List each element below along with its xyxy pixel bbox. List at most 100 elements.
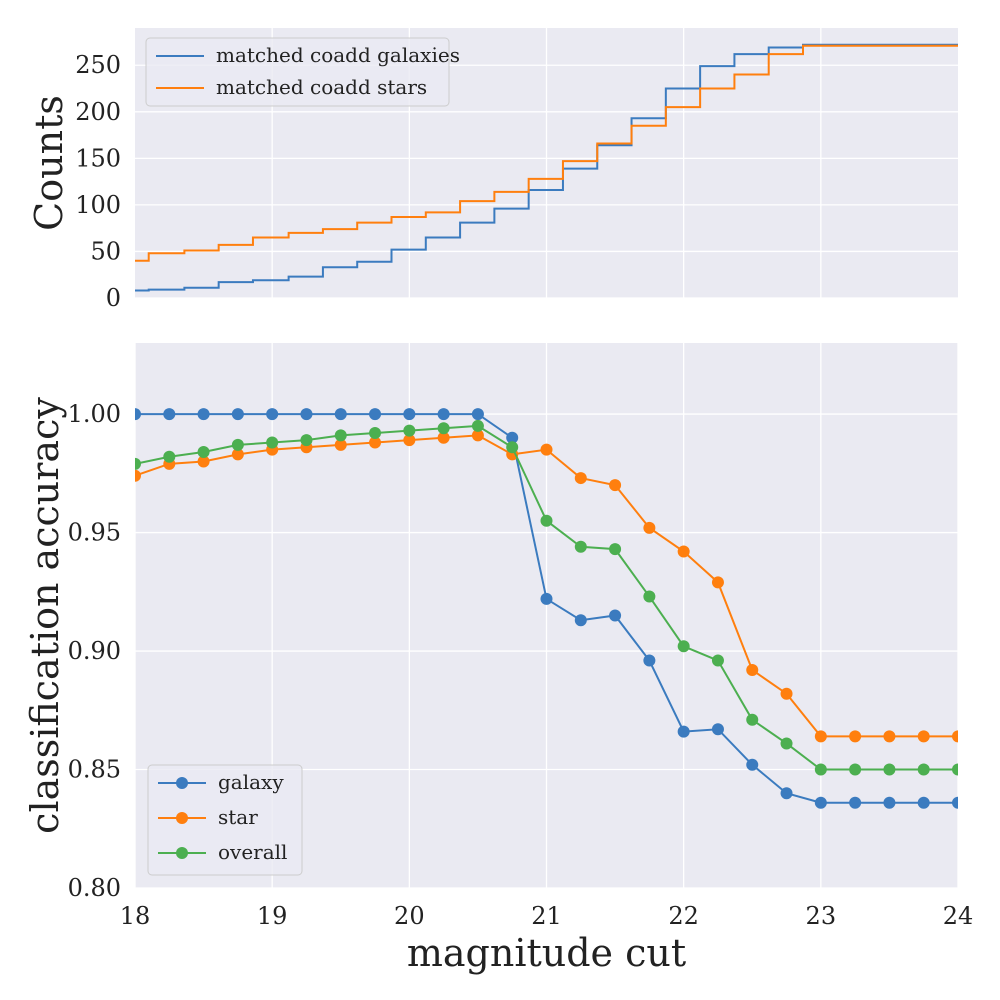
y-tick-label: 100	[75, 191, 121, 219]
data-point-star	[814, 730, 827, 743]
data-point-star	[711, 576, 724, 589]
y-tick-label: 50	[90, 237, 121, 265]
data-point-galaxy	[952, 796, 958, 809]
data-point-galaxy	[135, 408, 141, 421]
data-point-galaxy	[506, 431, 519, 444]
data-point-overall	[437, 422, 450, 435]
data-point-star	[135, 469, 141, 482]
data-point-overall	[163, 450, 176, 463]
series-line-matched-coadd-galaxies	[135, 43, 958, 292]
data-point-galaxy	[643, 654, 656, 667]
data-point-galaxy	[814, 796, 827, 809]
legend-marker	[176, 812, 188, 824]
data-point-star	[952, 730, 958, 743]
legend-marker	[176, 777, 188, 789]
data-point-galaxy	[609, 609, 622, 622]
data-point-overall	[231, 438, 244, 451]
data-point-galaxy	[300, 408, 313, 421]
legend-label: galaxy	[218, 770, 284, 794]
legend: galaxy star overall	[147, 764, 303, 876]
data-point-overall	[506, 441, 519, 454]
y-tick-label: 1.00	[68, 400, 121, 428]
data-point-overall	[917, 763, 930, 776]
y-tick-label: 0.90	[68, 637, 121, 665]
data-point-overall	[197, 446, 210, 458]
y-tick-label: 250	[75, 51, 121, 79]
data-point-star	[471, 429, 484, 442]
data-point-star	[746, 664, 759, 676]
data-point-galaxy	[711, 723, 724, 736]
data-point-galaxy	[266, 408, 279, 421]
data-point-galaxy	[334, 408, 347, 421]
data-point-overall	[334, 429, 347, 442]
data-point-overall	[711, 654, 724, 667]
y-tick-label: 0.80	[68, 874, 121, 902]
data-point-overall	[574, 540, 587, 553]
data-point-galaxy	[917, 796, 930, 809]
y-tick-label: 200	[75, 98, 121, 126]
data-point-star	[609, 479, 622, 492]
series-line-matched-coadd-stars	[135, 44, 958, 262]
legend-label: matched coadd stars	[216, 75, 427, 99]
y-axis-label: classification accuracy	[23, 397, 67, 834]
data-point-galaxy	[780, 787, 793, 800]
data-point-galaxy	[437, 408, 450, 421]
x-tick-label: 21	[531, 902, 562, 930]
legend-box	[147, 764, 303, 876]
data-point-overall	[609, 543, 622, 556]
legend-label: matched coadd galaxies	[216, 43, 460, 67]
x-tick-label: 19	[257, 902, 288, 930]
legend: matched coadd galaxies matched coadd star…	[145, 37, 460, 107]
data-point-overall	[814, 763, 827, 776]
data-point-galaxy	[197, 408, 210, 421]
data-point-galaxy	[746, 758, 759, 771]
y-tick-label: 0	[106, 284, 121, 312]
legend-box	[145, 37, 450, 107]
data-point-star	[574, 472, 587, 485]
data-point-overall	[471, 419, 484, 432]
data-point-overall	[952, 763, 958, 776]
data-point-star	[231, 448, 244, 461]
data-point-star	[643, 521, 656, 534]
data-point-overall	[849, 763, 862, 776]
data-point-galaxy	[369, 408, 382, 421]
legend-label: star	[218, 805, 258, 829]
data-point-overall	[883, 763, 896, 776]
data-point-galaxy	[849, 796, 862, 809]
data-point-overall	[266, 436, 279, 449]
data-point-overall	[369, 427, 382, 440]
data-point-overall	[746, 713, 759, 726]
data-point-galaxy	[677, 725, 690, 738]
data-point-star	[780, 687, 793, 700]
data-point-galaxy	[163, 408, 176, 421]
data-point-star	[369, 436, 382, 449]
x-tick-label: 23	[806, 902, 837, 930]
data-point-overall	[300, 434, 313, 447]
data-point-galaxy	[231, 408, 244, 421]
x-tick-label: 18	[120, 902, 151, 930]
data-point-galaxy	[883, 796, 896, 809]
data-point-overall	[403, 424, 416, 437]
accuracy-chart: 0.80 0.85 0.90 0.95 1.00 18 19 20 21 22 23 24 classi…	[23, 343, 973, 975]
data-point-galaxy	[574, 614, 587, 627]
data-point-star	[677, 545, 690, 558]
legend-label: overall	[218, 840, 287, 864]
data-point-star	[883, 730, 896, 743]
series-group	[135, 408, 958, 809]
data-point-overall	[643, 590, 656, 603]
x-tick-label: 22	[668, 902, 699, 930]
series-group	[135, 43, 958, 292]
data-point-overall	[540, 514, 553, 527]
y-tick-label: 150	[75, 144, 121, 172]
x-tick-label: 20	[394, 902, 425, 930]
legend-marker	[176, 847, 188, 859]
data-point-galaxy	[471, 408, 484, 421]
data-point-star	[849, 730, 862, 743]
data-point-overall	[677, 640, 690, 653]
data-point-overall	[135, 457, 141, 470]
y-axis-label: Counts	[27, 95, 71, 231]
x-axis-label: magnitude cut	[407, 931, 686, 975]
y-tick-label: 0.85	[68, 756, 121, 784]
x-tick-label: 24	[943, 902, 974, 930]
